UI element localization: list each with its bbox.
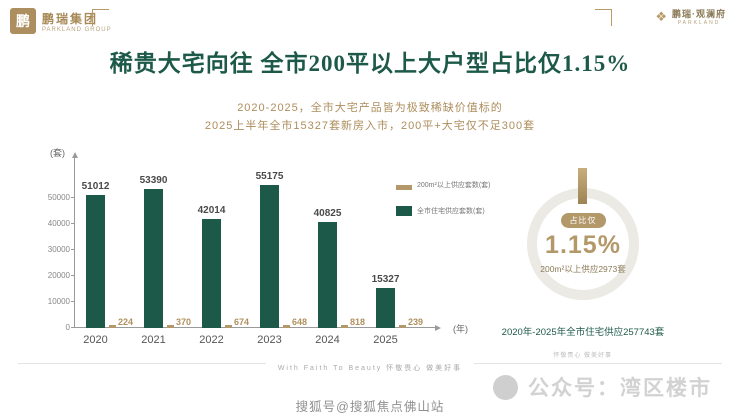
wechat-account-icon (493, 374, 518, 400)
footer-tagline-wrap: With Faith To Beauty 怀敬畏心 做美好事 (0, 357, 740, 375)
bar-sub-value-label: 818 (350, 317, 366, 327)
donut-ring: 占比仅 1.15% 200m²以上供应2973套 (527, 188, 639, 300)
legend-swatch-gold (396, 185, 412, 190)
stat-footnote: 2020年-2025年全市住宅供应257743套 (501, 327, 665, 338)
bar-total (318, 221, 337, 328)
x-axis-arrow-icon (435, 324, 441, 331)
ratio-description: 200m²以上供应2973套 (540, 264, 626, 274)
company-logo-icon: 鹏 (10, 8, 36, 34)
corner-ornament-left (92, 9, 109, 26)
x-category-label: 2025 (373, 334, 398, 346)
y-tick-mark (71, 197, 74, 198)
watermark-text: 公众号：湾区楼市 (528, 377, 712, 400)
plot-area: 0 10000 20000 30000 40000 50000 51012 224 2020 53… (48, 158, 436, 346)
bar-total (260, 184, 279, 328)
y-tick-mark (71, 301, 74, 302)
donut-segment (578, 168, 587, 204)
footer-tagline: With Faith To Beauty 怀敬畏心 做美好事 (265, 363, 475, 373)
bar-total (202, 218, 221, 328)
bar-value-label: 53390 (139, 175, 168, 187)
bar-large-units (283, 325, 290, 328)
y-tick-label: 30000 (47, 245, 70, 254)
bar-sub-value-label: 674 (234, 317, 250, 327)
x-category-label: 2020 (83, 334, 108, 346)
bar-sub-value-label: 224 (118, 317, 134, 327)
chart-legend: 200m²以上供应套数(套) 全市住宅供应套数(套) (396, 180, 491, 216)
y-tick-mark (71, 249, 74, 250)
bar-sub-value-label: 239 (408, 317, 424, 327)
bar-value-label: 40825 (313, 207, 342, 219)
x-axis-unit: (年) (453, 324, 468, 334)
project-logo: ❖ 鹏瑞·观澜府 PARKLAND (655, 7, 726, 27)
bottom-caption: 搜狐号@搜狐焦点佛山站 (295, 400, 445, 414)
legend-item-large-units: 200m²以上供应套数(套) (396, 180, 491, 190)
ratio-stat-panel: 占比仅 1.15% 200m²以上供应2973套 (510, 168, 656, 300)
y-tick-label: 10000 (47, 297, 70, 306)
y-tick-mark (71, 223, 74, 224)
company-name-en: PARKLAND GROUP (42, 26, 112, 33)
company-logo: 鹏 鹏瑞集团 PARKLAND GROUP (10, 8, 112, 34)
y-axis-arrow-icon (71, 152, 78, 158)
x-axis (74, 327, 436, 328)
bar-value-label: 51012 (81, 181, 110, 193)
y-tick-mark (71, 327, 74, 328)
y-axis (74, 158, 75, 328)
project-name-en: PARKLAND (677, 20, 721, 26)
brand-slogan: 怀敬畏心 做美好事 (553, 353, 612, 359)
legend-label-large-units: 200m²以上供应套数(套) (417, 182, 491, 189)
bar-large-units (109, 325, 116, 328)
company-name: 鹏瑞集团 (42, 11, 99, 26)
bar-large-units (399, 325, 406, 328)
ratio-value: 1.15% (545, 231, 621, 259)
y-tick-label: 0 (65, 323, 70, 332)
bar-value-label: 55175 (255, 170, 284, 182)
bar-total (376, 288, 395, 328)
project-name: 鹏瑞·观澜府 (672, 9, 726, 19)
ratio-badge: 占比仅 (560, 213, 606, 228)
bar-large-units (225, 325, 232, 328)
x-category-label: 2024 (315, 334, 340, 346)
project-logo-icon: ❖ (655, 8, 667, 24)
bar-large-units (341, 325, 348, 328)
bar-total (144, 189, 163, 328)
bar-value-label: 15327 (371, 274, 400, 286)
y-axis-unit: (套) (50, 148, 65, 158)
bar-sub-value-label: 648 (292, 317, 308, 327)
legend-swatch-green (396, 206, 412, 216)
y-tick-label: 20000 (47, 271, 70, 280)
legend-label-total: 全市住宅供应套数(套) (417, 208, 485, 215)
y-tick-label: 40000 (47, 219, 70, 228)
x-category-label: 2021 (141, 334, 166, 346)
account-watermark: 公众号：湾区楼市 (493, 372, 712, 402)
bar-sub-value-label: 370 (176, 317, 192, 327)
y-tick-mark (71, 275, 74, 276)
bar-total (86, 195, 105, 328)
corner-ornament-right (595, 9, 612, 26)
legend-item-total: 全市住宅供应套数(套) (396, 206, 491, 216)
x-category-label: 2022 (199, 334, 224, 346)
bar-chart: (套) (年) 0 10000 20000 30000 40000 50000 51012 2… (48, 148, 491, 350)
bar-value-label: 42014 (197, 204, 226, 216)
subtitle-line-1: 2020-2025，全市大宅产品皆为极致稀缺价值标的 (237, 102, 503, 114)
page-title: 稀贵大宅向往 全市200平以上大户型占比仅1.15% (109, 51, 631, 76)
bar-large-units (167, 325, 174, 328)
subtitle-line-2: 2025上半年全市15327套新房入市，200平+大宅仅不足300套 (204, 120, 536, 132)
y-tick-label: 50000 (47, 193, 70, 202)
x-category-label: 2023 (257, 334, 282, 346)
